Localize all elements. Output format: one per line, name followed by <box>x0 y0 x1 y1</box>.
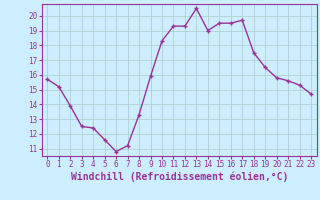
X-axis label: Windchill (Refroidissement éolien,°C): Windchill (Refroidissement éolien,°C) <box>70 172 288 182</box>
